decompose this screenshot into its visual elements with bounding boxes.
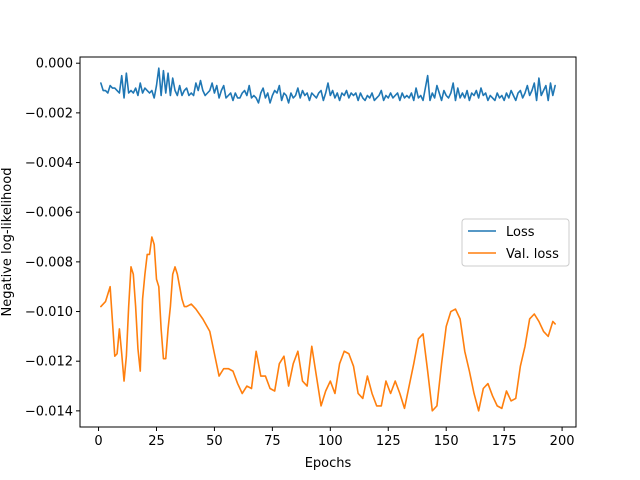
y-axis: 0.000 −0.002 −0.004 −0.006 −0.008 −0.010 −0.01…: [25, 57, 80, 419]
y-axis-label: Negative log-likelihood: [0, 168, 15, 317]
x-tick-label: 75: [264, 434, 281, 449]
x-tick-label: 50: [206, 434, 223, 449]
x-tick-label: 125: [376, 434, 401, 449]
series-layer: [100, 67, 556, 412]
series-line-val-loss: [100, 236, 556, 412]
x-axis-label: Epochs: [305, 456, 352, 471]
y-tick-label: −0.010: [25, 305, 73, 320]
y-tick-label: −0.012: [25, 355, 73, 370]
x-axis: 0 25 50 75 100 125 150 175 200: [94, 427, 575, 449]
y-tick-label: −0.002: [25, 106, 73, 121]
x-tick-label: 25: [148, 434, 165, 449]
x-tick-label: 175: [492, 434, 517, 449]
series-line-loss: [100, 67, 556, 104]
legend-label: Val. loss: [506, 247, 559, 262]
y-tick-label: 0.000: [36, 57, 73, 72]
plot-frame: [79, 56, 577, 428]
x-tick-label: 0: [94, 434, 102, 449]
x-tick-label: 200: [550, 434, 575, 449]
x-tick-label: 100: [318, 434, 343, 449]
y-tick-label: −0.008: [25, 255, 73, 270]
legend-label: Loss: [506, 225, 535, 240]
legend: Loss Val. loss: [461, 218, 570, 267]
y-tick-label: −0.004: [25, 156, 73, 171]
x-tick-label: 150: [434, 434, 459, 449]
y-tick-label: −0.006: [25, 206, 73, 221]
y-tick-label: −0.014: [25, 404, 73, 419]
